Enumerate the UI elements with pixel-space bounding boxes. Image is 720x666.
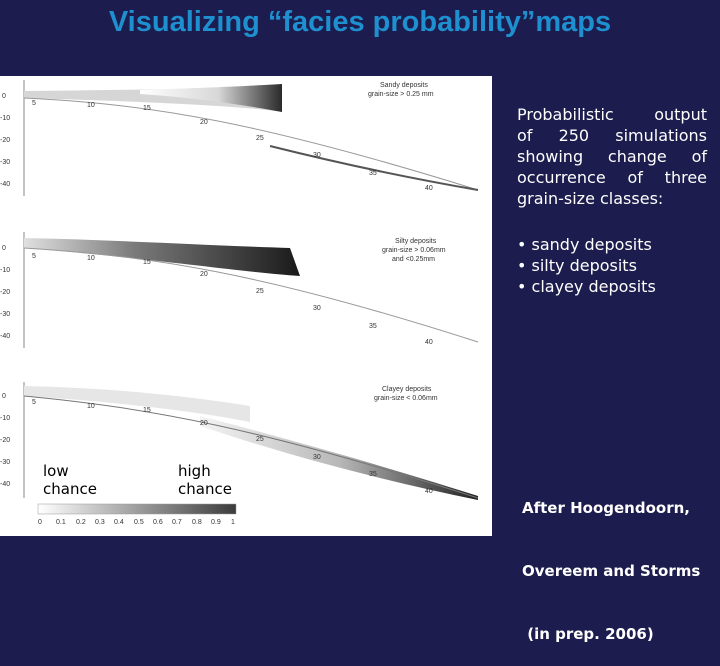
citation: After Hoogendoorn, Overeem and Storms (i… [522, 456, 717, 666]
colorbar-tick: 0 [38, 519, 42, 526]
panel-sandy-xticks: 5 10 15 20 25 30 35 40 [32, 100, 433, 192]
panel-clayey-yticks: 0 -10 -20 -30 -40 [0, 393, 10, 488]
panel-sandy-legend: Sandy deposits [380, 82, 428, 89]
list-item: • silty deposits [517, 256, 637, 275]
colorbar-tick: 0.3 [95, 519, 105, 526]
ytick: -40 [0, 333, 10, 340]
ytick: 0 [2, 245, 6, 252]
xtick: 25 [256, 135, 264, 142]
colorbar-tick: 0.8 [192, 519, 202, 526]
panel-sandy-legend-detail: grain-size > 0.25 mm [368, 91, 434, 98]
xtick: 30 [313, 454, 321, 461]
colorbar-tick: 0.1 [56, 519, 66, 526]
panel-sandy: 0 -10 -20 -30 -40 5 10 15 20 25 30 35 40 Sandy depo… [0, 80, 479, 196]
xtick: 10 [87, 403, 95, 410]
xtick: 20 [200, 271, 208, 278]
xtick: 15 [143, 407, 151, 414]
panel-silty-yticks: 0 -10 -20 -30 -40 [0, 245, 10, 340]
panel-silty-legend-detail-2: and <0.25mm [392, 256, 435, 263]
xtick: 35 [369, 471, 377, 478]
citation-line: (in prep. 2006) [522, 625, 654, 643]
xtick: 35 [369, 323, 377, 330]
panel-silty-legend: Silty deposits [395, 238, 437, 245]
panel-silty-xticks: 5 10 15 20 25 30 35 40 [32, 253, 433, 346]
ytick: -10 [0, 115, 10, 122]
ytick: -40 [0, 481, 10, 488]
ytick: -30 [0, 459, 10, 466]
ytick: -30 [0, 311, 10, 318]
xtick: 40 [425, 185, 433, 192]
list-item: • sandy deposits [517, 235, 652, 254]
colorbar-high-label: high chance [178, 462, 232, 498]
xtick: 35 [369, 170, 377, 177]
ytick: 0 [2, 393, 6, 400]
xtick: 10 [87, 255, 95, 262]
description-text: Probabilistic output of 250 simulations … [517, 104, 707, 209]
grain-size-list: • sandy deposits • silty deposits • clay… [517, 234, 717, 297]
colorbar-tick: 0.7 [172, 519, 182, 526]
xtick: 20 [200, 420, 208, 427]
probability-colorbar: 0 0.1 0.2 0.3 0.4 0.5 0.6 0.7 0.8 0.9 1 [37, 503, 237, 526]
panel-clayey-legend-detail: grain-size < 0.06mm [374, 395, 438, 402]
citation-line: Overeem and Storms [522, 562, 701, 580]
ytick: -10 [0, 267, 10, 274]
citation-line: After Hoogendoorn, [522, 499, 690, 517]
xtick: 5 [32, 253, 36, 260]
xtick: 25 [256, 436, 264, 443]
probability-maps-figure: 0 -10 -20 -30 -40 5 10 15 20 25 30 35 40 Sandy depo… [0, 76, 492, 536]
xtick: 5 [32, 100, 36, 107]
ytick: 0 [2, 93, 6, 100]
description-line: showing change of [517, 147, 707, 166]
description-line: grain-size classes: [517, 189, 664, 208]
xtick: 40 [425, 488, 433, 495]
xtick: 30 [313, 305, 321, 312]
panel-silty: 0 -10 -20 -30 -40 5 10 15 20 25 30 35 40 Silty depo… [0, 232, 479, 348]
panel-clayey-legend: Clayey deposits [382, 386, 432, 393]
xtick: 20 [200, 119, 208, 126]
ytick: -20 [0, 137, 10, 144]
xtick: 15 [143, 105, 151, 112]
list-item: • clayey deposits [517, 277, 656, 296]
ytick: -40 [0, 181, 10, 188]
description-line: Probabilistic output [517, 105, 707, 124]
colorbar-tick: 0.6 [153, 519, 163, 526]
ytick: -30 [0, 159, 10, 166]
xtick: 10 [87, 102, 95, 109]
colorbar-tick: 0.9 [211, 519, 221, 526]
xtick: 15 [143, 259, 151, 266]
ytick: -20 [0, 289, 10, 296]
slide-title: Visualizing “facies probability”maps [108, 6, 612, 38]
xtick: 40 [425, 339, 433, 346]
ytick: -20 [0, 437, 10, 444]
colorbar-tick: 0.2 [76, 519, 86, 526]
colorbar-tick: 0.5 [134, 519, 144, 526]
panel-silty-legend-detail: grain-size > 0.06mm [382, 247, 446, 254]
colorbar-tick: 0.4 [114, 519, 124, 526]
ytick: -10 [0, 415, 10, 422]
colorbar-low-label: low chance [43, 462, 97, 498]
panel-clayey-xticks: 5 10 15 20 25 30 35 40 [32, 399, 433, 495]
description-line: occurrence of three [517, 168, 707, 187]
xtick: 25 [256, 288, 264, 295]
colorbar-ticks: 0 0.1 0.2 0.3 0.4 0.5 0.6 0.7 0.8 0.9 1 [38, 519, 235, 526]
panel-sandy-yticks: 0 -10 -20 -30 -40 [0, 93, 10, 188]
xtick: 5 [32, 399, 36, 406]
panel-clayey: 0 -10 -20 -30 -40 5 10 15 20 25 30 35 40 Clayey dep… [0, 382, 479, 500]
colorbar-tick: 1 [231, 519, 235, 526]
description-line: of 250 simulations [517, 126, 707, 145]
xtick: 30 [313, 152, 321, 159]
